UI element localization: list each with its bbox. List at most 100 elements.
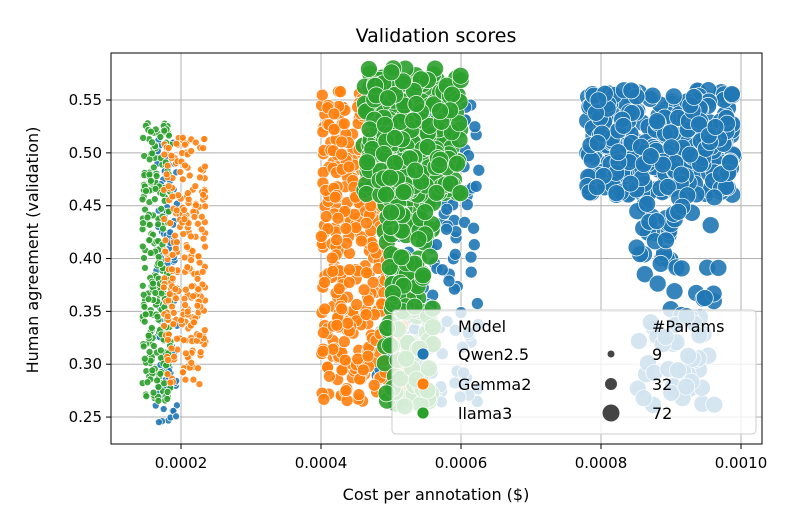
point-gemma2 bbox=[325, 251, 339, 265]
point-gemma2 bbox=[162, 170, 171, 179]
point-qwen2-5 bbox=[159, 405, 168, 413]
point-llama3 bbox=[152, 172, 161, 180]
point-gemma2 bbox=[160, 150, 169, 159]
point-gemma2 bbox=[171, 244, 180, 253]
point-llama3 bbox=[140, 354, 149, 363]
point-gemma2 bbox=[182, 349, 190, 358]
point-llama3 bbox=[144, 331, 153, 340]
point-qwen2-5 bbox=[468, 120, 482, 134]
point-gemma2 bbox=[183, 263, 192, 272]
point-gemma2 bbox=[181, 301, 189, 309]
point-llama3 bbox=[156, 260, 165, 268]
point-llama3 bbox=[407, 95, 426, 113]
point-gemma2 bbox=[179, 230, 188, 238]
point-gemma2 bbox=[367, 378, 381, 392]
point-llama3 bbox=[377, 185, 395, 204]
legend-size-marker-72 bbox=[602, 404, 620, 422]
point-qwen2-5 bbox=[621, 174, 640, 193]
point-gemma2 bbox=[327, 107, 341, 121]
point-gemma2 bbox=[360, 266, 373, 280]
point-gemma2 bbox=[181, 375, 190, 384]
point-gemma2 bbox=[160, 322, 168, 330]
chart-title: Validation scores bbox=[356, 25, 517, 47]
point-llama3 bbox=[148, 366, 157, 375]
legend-size-marker-9 bbox=[607, 350, 615, 358]
point-gemma2 bbox=[189, 375, 198, 384]
point-gemma2 bbox=[192, 201, 200, 210]
point-gemma2 bbox=[171, 231, 179, 240]
point-gemma2 bbox=[196, 173, 204, 182]
x-tick-label: 0.0002 bbox=[155, 454, 208, 472]
y-tick-label: 0.45 bbox=[69, 197, 102, 215]
point-gemma2 bbox=[165, 290, 174, 298]
point-gemma2 bbox=[196, 348, 205, 357]
point-qwen2-5 bbox=[440, 222, 453, 236]
point-qwen2-5 bbox=[721, 153, 739, 172]
point-qwen2-5 bbox=[709, 259, 728, 277]
point-gemma2 bbox=[172, 238, 181, 247]
point-gemma2 bbox=[339, 384, 353, 397]
point-gemma2 bbox=[183, 243, 191, 251]
point-qwen2-5 bbox=[723, 85, 741, 103]
point-gemma2 bbox=[317, 393, 331, 406]
point-qwen2-5 bbox=[648, 112, 666, 131]
point-llama3 bbox=[140, 317, 149, 326]
point-gemma2 bbox=[199, 190, 207, 199]
point-gemma2 bbox=[160, 215, 168, 223]
y-axis-label: Human agreement (validation) bbox=[23, 127, 42, 374]
point-llama3 bbox=[418, 138, 437, 156]
point-llama3 bbox=[147, 324, 156, 332]
point-gemma2 bbox=[172, 206, 181, 215]
point-qwen2-5 bbox=[641, 147, 660, 165]
point-gemma2 bbox=[200, 135, 209, 143]
point-gemma2 bbox=[194, 219, 202, 228]
point-gemma2 bbox=[172, 139, 181, 148]
point-qwen2-5 bbox=[681, 145, 699, 164]
point-qwen2-5 bbox=[665, 282, 684, 301]
x-tick-label: 0.0010 bbox=[715, 454, 768, 472]
point-gemma2 bbox=[343, 263, 356, 277]
point-gemma2 bbox=[172, 294, 180, 303]
point-gemma2 bbox=[171, 285, 180, 294]
point-qwen2-5 bbox=[467, 221, 480, 235]
point-gemma2 bbox=[194, 285, 203, 294]
y-axis-ticks: 0.25 0.30 0.35 0.40 0.45 0.50 0.55 bbox=[69, 91, 111, 426]
point-gemma2 bbox=[164, 182, 173, 190]
point-gemma2 bbox=[161, 247, 170, 256]
y-tick-label: 0.35 bbox=[69, 302, 102, 320]
point-gemma2 bbox=[179, 368, 187, 377]
point-llama3 bbox=[394, 72, 412, 91]
point-gemma2 bbox=[356, 363, 370, 377]
legend-marker-gemma bbox=[416, 377, 430, 391]
point-llama3 bbox=[360, 60, 378, 78]
point-llama3 bbox=[141, 264, 149, 272]
x-tick-label: 0.0004 bbox=[295, 454, 348, 472]
point-gemma2 bbox=[193, 301, 202, 310]
point-gemma2 bbox=[170, 352, 178, 361]
point-qwen2-5 bbox=[469, 180, 483, 193]
legend-marker-qwen bbox=[416, 347, 430, 361]
point-llama3 bbox=[382, 203, 400, 222]
point-gemma2 bbox=[181, 140, 189, 149]
point-gemma2 bbox=[334, 85, 347, 99]
point-qwen2-5 bbox=[672, 259, 691, 278]
point-llama3 bbox=[138, 242, 147, 251]
y-tick-label: 0.25 bbox=[69, 408, 102, 426]
point-llama3 bbox=[143, 213, 152, 222]
point-qwen2-5 bbox=[472, 163, 486, 177]
point-llama3 bbox=[138, 195, 147, 204]
point-llama3 bbox=[380, 258, 399, 276]
point-qwen2-5 bbox=[448, 248, 462, 261]
point-llama3 bbox=[151, 185, 160, 193]
point-gemma2 bbox=[355, 234, 368, 248]
point-qwen2-5 bbox=[647, 212, 666, 230]
point-gemma2 bbox=[359, 308, 373, 321]
point-qwen2-5 bbox=[458, 216, 471, 229]
point-qwen2-5 bbox=[464, 265, 478, 279]
point-gemma2 bbox=[194, 252, 203, 261]
point-gemma2 bbox=[328, 190, 342, 204]
point-gemma2 bbox=[163, 370, 172, 379]
point-llama3 bbox=[141, 205, 149, 214]
point-qwen2-5 bbox=[635, 265, 654, 284]
point-llama3 bbox=[142, 187, 150, 195]
